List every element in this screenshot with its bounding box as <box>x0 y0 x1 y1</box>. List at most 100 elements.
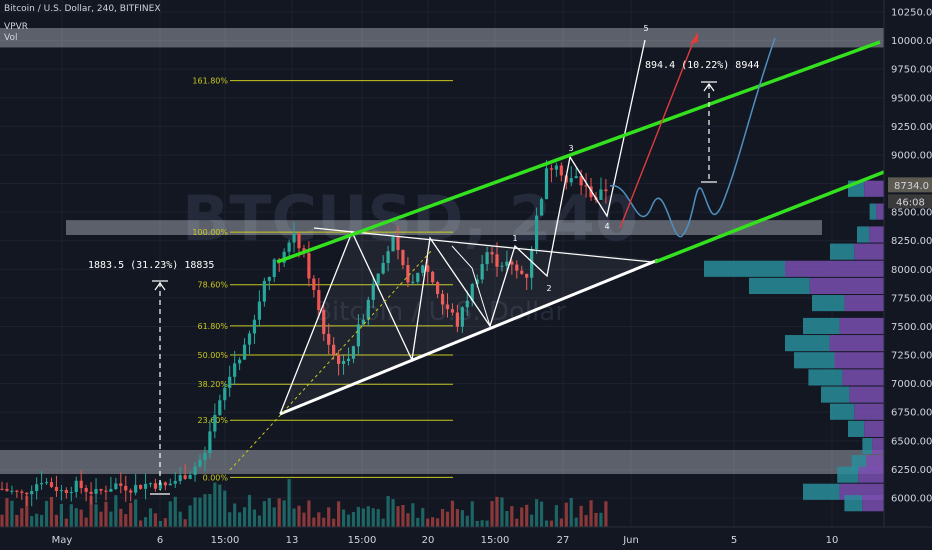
candle-body <box>30 491 34 495</box>
candle-body <box>381 262 385 274</box>
volume-bar <box>500 497 504 527</box>
candle-body <box>525 273 529 278</box>
vpvr-down-bar <box>849 386 884 403</box>
volume-bar <box>371 508 375 527</box>
volume-bar <box>431 517 435 527</box>
volume-bar <box>361 508 365 527</box>
volume-bar <box>391 499 395 527</box>
volume-bar <box>178 511 182 527</box>
fib-trend-dashed <box>229 249 433 471</box>
volume-bar <box>35 513 39 527</box>
volume-bar <box>584 515 588 527</box>
candle <box>252 314 257 344</box>
candle-body <box>25 492 29 495</box>
volume-bar <box>242 507 247 527</box>
volume-bar <box>604 501 608 527</box>
volume-bar <box>64 518 68 527</box>
candle-body <box>445 304 450 310</box>
candle-body <box>431 271 435 283</box>
vpvr-up-bar <box>837 466 859 483</box>
vpvr-up-bar <box>803 317 840 335</box>
time-tick-label: 20 <box>422 535 435 546</box>
volume-bar <box>297 505 301 527</box>
fib-level-label: 0.00% <box>203 473 229 482</box>
volume-bar <box>455 509 459 527</box>
wave-label-5: 5 <box>643 24 648 33</box>
channel-upper-line <box>276 40 881 264</box>
candle-body <box>475 279 479 285</box>
candle <box>143 473 148 500</box>
candle <box>104 485 108 501</box>
volume-bar <box>84 517 88 527</box>
volume-bar <box>79 509 83 527</box>
time-tick-label: 15:00 <box>348 535 377 546</box>
volume-bar <box>574 517 578 527</box>
candle <box>74 476 78 498</box>
measure-left-arrow <box>154 281 166 291</box>
candle-body <box>386 251 390 263</box>
volume-bar <box>262 501 266 527</box>
candle <box>569 166 573 187</box>
candle-body <box>391 236 395 252</box>
vpvr-row <box>812 295 884 312</box>
volume-bar <box>0 514 4 527</box>
channel-lower-line <box>654 170 885 264</box>
candle <box>426 258 430 284</box>
triangle-resistance-line <box>313 227 653 263</box>
price-tick-label: 8500.00 <box>891 208 932 219</box>
price-tick-label: 6750.00 <box>891 408 932 419</box>
candle-body <box>599 189 603 201</box>
volume-indicator-label[interactable]: Vol <box>4 33 18 43</box>
candle-body <box>539 199 544 216</box>
candle <box>544 160 549 200</box>
candle <box>35 477 39 500</box>
support-resistance-zone <box>66 220 822 235</box>
candle-body <box>257 301 261 320</box>
candle <box>69 486 73 502</box>
volume-bar <box>257 515 261 527</box>
candle-body <box>341 360 346 364</box>
fib-level-label: 61.80% <box>197 322 228 331</box>
volume-bar <box>554 505 558 527</box>
candle-body <box>455 312 459 327</box>
vpvr-row <box>808 369 884 386</box>
candle-body <box>114 483 118 489</box>
candle-body <box>109 488 113 492</box>
volume-bar <box>564 502 568 527</box>
volume-bar <box>386 496 390 527</box>
measure-right-arrow <box>703 82 715 92</box>
candle <box>549 164 554 183</box>
candle <box>267 276 271 291</box>
candle-body <box>421 265 425 273</box>
vpvr-row <box>749 277 884 295</box>
wave-label-2: 2 <box>546 284 551 293</box>
candle-body <box>480 264 484 280</box>
time-tick-label: 15:00 <box>211 535 240 546</box>
volume-bar <box>44 500 49 527</box>
vpvr-up-bar <box>862 437 873 455</box>
candle-body <box>238 359 242 364</box>
vpvr-row <box>837 466 884 483</box>
vpvr-indicator-label[interactable]: VPVR <box>4 22 28 32</box>
candle <box>535 207 539 255</box>
candle <box>223 382 227 410</box>
watermark-name: Bitcoin / U.S. Dollar <box>314 297 566 327</box>
candle <box>94 478 98 504</box>
volume-bar <box>416 517 420 527</box>
watermark-symbol: BTCUSD, 240 <box>182 182 638 255</box>
candle-body <box>332 344 336 355</box>
candle-body <box>485 252 489 265</box>
candle <box>332 337 336 360</box>
volume-bar <box>337 501 341 527</box>
target-arrow-head <box>690 32 698 44</box>
volume-bar <box>99 511 103 527</box>
vpvr-row <box>869 203 884 220</box>
volume-bar <box>109 511 113 527</box>
candle <box>124 475 128 502</box>
volume-bar <box>198 497 202 527</box>
candle-body <box>470 284 474 301</box>
candle-body <box>584 185 588 187</box>
candle <box>213 403 217 439</box>
candle-body <box>178 475 182 481</box>
